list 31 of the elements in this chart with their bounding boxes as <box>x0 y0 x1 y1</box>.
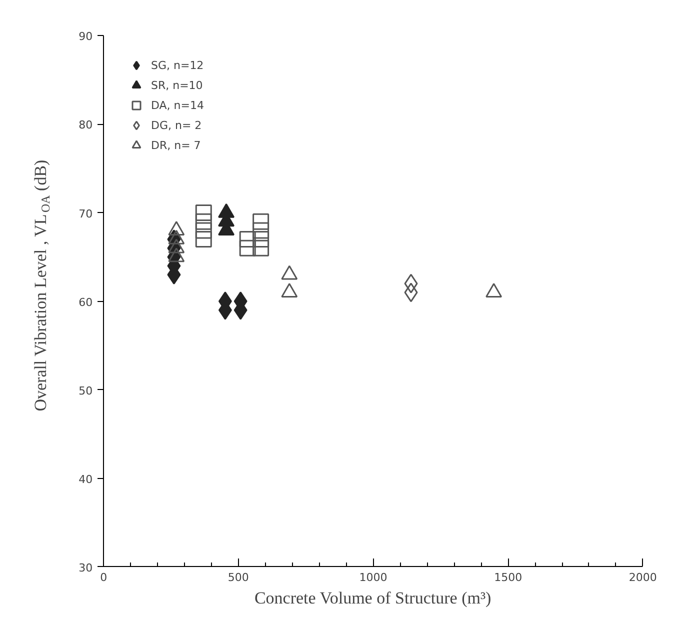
point <box>195 204 212 222</box>
legend-label: SR, n=10 <box>151 78 203 94</box>
point <box>252 231 270 248</box>
legend-label: DA, n=14 <box>151 98 204 114</box>
y-tick-label: 90 <box>78 30 93 44</box>
y-tick-label: 70 <box>78 207 93 220</box>
x-tick-label: 1500 <box>494 570 522 584</box>
x-tick-label: 0 <box>100 570 108 584</box>
x-axis-title: Concrete Volume of Structure (m³) <box>254 588 492 608</box>
y-tick-label: 60 <box>78 296 93 309</box>
legend-label: SG, n=12 <box>151 58 204 74</box>
x-tick-label: 500 <box>228 570 249 584</box>
y-tick-label: 30 <box>78 561 93 574</box>
legend-label: DG, n= 2 <box>151 118 202 134</box>
point <box>252 222 270 239</box>
point <box>195 222 212 239</box>
x-tick-label: 2000 <box>628 570 657 584</box>
point <box>404 282 418 302</box>
point <box>404 274 418 294</box>
point <box>195 231 212 248</box>
point <box>195 213 212 230</box>
y-axis-title: Overall Vibration Level , VLOA (dB) <box>31 160 52 412</box>
y-tick-label: 80 <box>78 118 93 132</box>
x-tick-label: 1000 <box>359 570 388 584</box>
point <box>239 231 256 248</box>
point <box>252 240 270 256</box>
point <box>252 213 270 230</box>
y-tick-label: 40 <box>78 472 93 486</box>
point <box>239 240 256 256</box>
y-tick-label: 50 <box>78 384 93 398</box>
legend-label: DR, n= 7 <box>151 138 201 154</box>
